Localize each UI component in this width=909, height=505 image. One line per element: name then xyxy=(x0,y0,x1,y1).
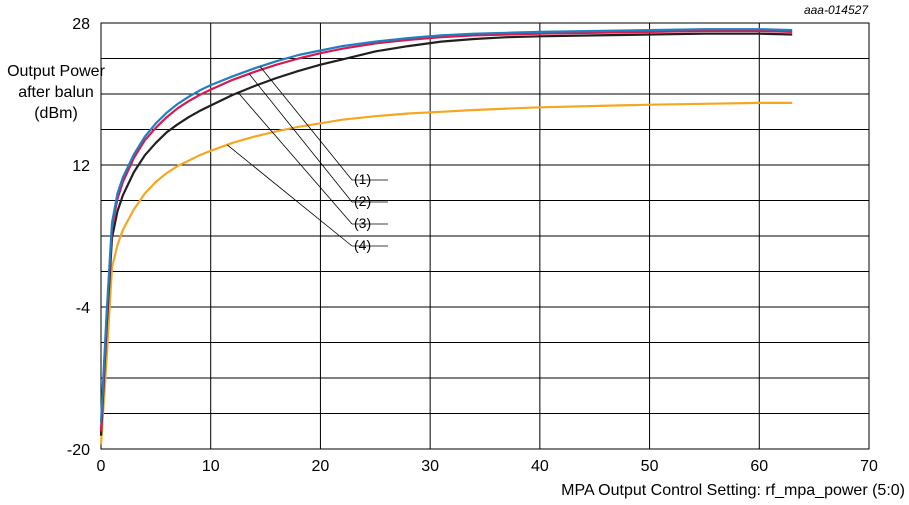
figure-id: aaa-014527 xyxy=(804,3,869,17)
tick-labels: -20 -4 12 28 0 10 20 30 40 50 60 70 xyxy=(67,16,878,475)
y-axis-title-line: after balun xyxy=(18,84,94,101)
y-axis-title-line: Output Power xyxy=(7,63,106,80)
series-line-3 xyxy=(99,32,793,436)
y-axis-title: Output Power after balun (dBm) xyxy=(0,58,106,128)
x-tick-label: 70 xyxy=(860,458,878,475)
callout-leader xyxy=(259,66,353,181)
x-tick-label: 0 xyxy=(97,458,106,475)
x-tick-label: 20 xyxy=(312,458,330,475)
series-line-4 xyxy=(99,101,793,445)
series-lines xyxy=(99,28,793,445)
x-tick-label: 60 xyxy=(750,458,768,475)
callout-label: (4) xyxy=(354,237,371,253)
y-tick-label: 28 xyxy=(72,16,90,33)
y-axis-title-line: (dBm) xyxy=(34,105,78,122)
callout-label: (3) xyxy=(354,215,371,231)
callouts: (1) (2) (3) (4) xyxy=(226,66,388,253)
callout-leader xyxy=(248,73,353,203)
callout-label: (1) xyxy=(354,171,371,187)
y-tick-label: -20 xyxy=(67,442,90,459)
y-tick-label: -4 xyxy=(76,300,90,317)
x-axis-title: MPA Output Control Setting: rf_mpa_power… xyxy=(561,482,905,499)
x-tick-label: 40 xyxy=(531,458,549,475)
y-title-backdrop xyxy=(0,58,100,128)
callout-leader xyxy=(226,144,353,247)
callout-leader xyxy=(237,92,353,225)
grid xyxy=(100,22,870,450)
x-tick-label: 30 xyxy=(421,458,439,475)
y-tick-label: 12 xyxy=(72,158,90,175)
x-tick-label: 50 xyxy=(641,458,659,475)
x-tick-label: 10 xyxy=(202,458,220,475)
series-line-1 xyxy=(99,28,793,423)
series-line-2 xyxy=(99,29,793,432)
callout-label: (2) xyxy=(354,193,371,209)
